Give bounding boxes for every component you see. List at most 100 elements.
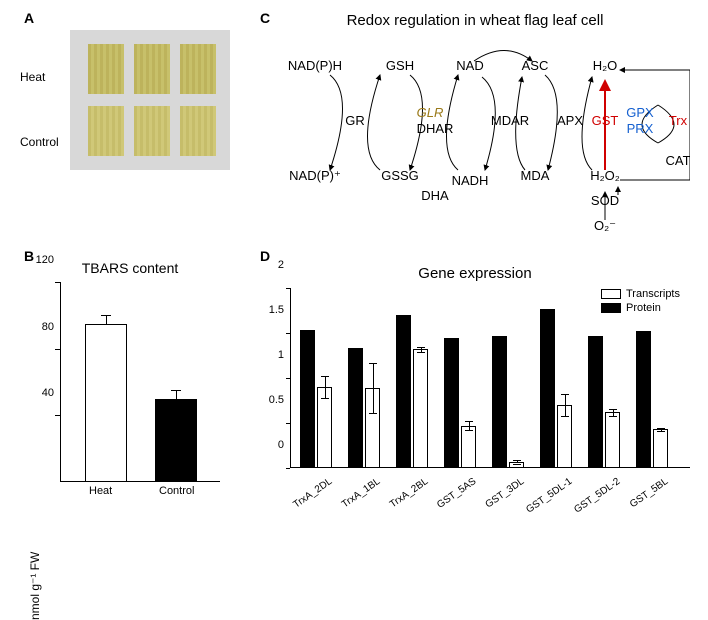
bar-transcripts [317,387,332,468]
bar-control [155,399,197,482]
x-label: TrxA_2BL [375,476,430,519]
error-cap [561,394,569,395]
y-tick-label: 40 [42,387,54,399]
error-bar [565,394,566,416]
leaf-photo [70,30,230,170]
error-bar [106,315,107,323]
legend-label: Transcripts [626,288,680,300]
error-cap [609,416,617,417]
error-cap [417,352,425,353]
node-gr: GR [345,113,365,128]
legend-swatch [601,303,621,313]
x-label: GST_5BL [615,476,670,519]
leaf-control [134,106,170,156]
error-cap [657,428,665,429]
gene-expr-title: Gene expression [260,265,690,282]
x-label: Heat [89,485,112,497]
bar-protein [444,338,459,468]
leaf-heat [180,44,216,94]
leaf-heat [88,44,124,94]
bar-heat [85,324,127,482]
redox-svg: NAD(P)HGSHNADASCH₂OGRGLRDHARMDARAPXGSTGP… [260,35,690,245]
x-label: Control [159,485,194,497]
bar-transcripts [413,349,428,468]
y-tick-label: 0 [278,439,284,451]
leaf-control [180,106,216,156]
error-cap [321,398,329,399]
bar-transcripts [461,426,476,468]
x-label: GST_5AS [423,476,478,519]
y-tick-label: 0.5 [269,394,284,406]
bar-protein [300,330,315,468]
panel-label-a: A [24,10,34,26]
y-axis [60,282,61,482]
y-tick-label: 1.5 [269,304,284,316]
node-nadh: NADH [452,173,489,188]
error-cap [321,376,329,377]
error-cap [609,409,617,410]
y-tick [286,468,290,469]
node-cat: CAT [665,153,690,168]
node-prx: PRX [627,121,654,136]
redox-title: Redox regulation in wheat flag leaf cell [260,12,690,29]
y-tick [55,415,60,416]
y-tick [55,282,60,283]
node-sod: SOD [591,193,619,208]
bar-protein [588,336,603,468]
y-tick [286,333,290,334]
y-tick-label: 80 [42,321,54,333]
error-cap [465,421,473,422]
heat-label: Heat [20,70,45,84]
bar-transcripts [605,412,620,468]
y-tick [286,288,290,289]
node-asc: ASC [522,58,549,73]
panel-c-diagram: Redox regulation in wheat flag leaf cell [260,12,690,242]
leaf-heat [134,44,170,94]
node-nad: NAD [456,58,483,73]
bar-protein [636,331,651,468]
panel-label-d: D [260,248,270,264]
x-label: GST_5DL-1 [519,476,574,519]
leaf-control [88,106,124,156]
x-label: GST_5DL-2 [567,476,622,519]
error-bar [613,409,614,416]
node-gpx: GPX [626,105,654,120]
error-cap [101,315,111,316]
x-label: GST_3DL [471,476,526,519]
node-dha: DHA [421,188,449,203]
error-cap [369,363,377,364]
error-cap [171,390,181,391]
node-dhar: DHAR [417,121,454,136]
y-tick-label: 2 [278,259,284,271]
node-mdar: MDAR [491,113,529,128]
bar-transcripts [653,429,668,468]
node-glr: GLR [417,105,444,120]
node-gssg: GSSG [381,168,419,183]
legend: Transcripts Protein [601,288,680,316]
bar-protein [492,336,507,468]
gene-expr-plot: TranscriptsProtein TrxA_2DLTrxA_1BLTrxA_… [290,288,690,468]
error-bar [373,363,374,413]
error-cap [369,413,377,414]
tbars-ylabel: nmol g⁻¹ FW [28,552,42,620]
panel-d-chart: Gene expression Transcripts Protein TrxA_… [260,265,690,535]
node-apx: APX [557,113,583,128]
node-gst: GST [592,113,619,128]
y-axis [290,288,291,468]
error-cap [561,416,569,417]
node-h2o: H₂O [593,58,618,73]
y-tick [55,349,60,350]
error-cap [513,460,521,461]
error-bar [325,376,326,398]
node-nadp: NAD(P)⁺ [289,168,341,183]
node-trx: Trx [669,113,688,128]
node-mda: MDA [521,168,550,183]
error-cap [513,464,521,465]
x-label: TrxA_2DL [279,476,334,519]
node-o2: O₂⁻ [594,218,616,233]
error-cap [465,430,473,431]
legend-label: Protein [626,302,661,314]
y-tick [286,423,290,424]
control-label: Control [20,135,59,149]
legend-item: Transcripts [601,288,680,300]
